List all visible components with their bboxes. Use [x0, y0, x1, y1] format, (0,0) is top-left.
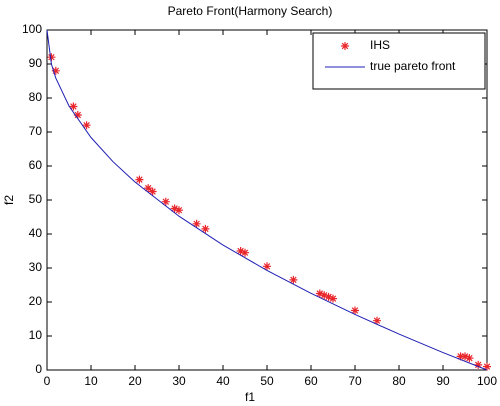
y-axis-label: f2 — [2, 195, 16, 205]
legend-marker — [341, 42, 349, 50]
x-tick-label: 60 — [304, 374, 318, 388]
legend-box — [312, 32, 486, 90]
scatter-point — [170, 204, 179, 213]
scatter-point — [465, 354, 474, 363]
y-tick-label: 60 — [29, 158, 43, 172]
scatter-point — [373, 316, 381, 325]
scatter-point — [324, 292, 333, 301]
scatter-point — [47, 53, 56, 62]
scatter-point — [461, 352, 469, 361]
scatter-point — [329, 294, 337, 303]
scatter-point — [148, 187, 157, 196]
y-tick-label: 40 — [29, 226, 43, 240]
x-tick-label: 10 — [84, 374, 98, 388]
x-tick-label: 100 — [477, 374, 497, 388]
scatter-point — [161, 197, 170, 206]
scatter-point — [201, 224, 210, 233]
y-tick-label: 90 — [29, 56, 43, 70]
scatter-point — [175, 206, 183, 215]
scatter-point — [241, 248, 249, 257]
x-tick-label: 50 — [260, 374, 274, 388]
chart-title: Pareto Front(Harmony Search) — [168, 4, 333, 18]
scatter-point — [315, 289, 324, 298]
y-tick-label: 20 — [29, 294, 43, 308]
scatter-point — [320, 291, 329, 300]
scatter-point — [456, 352, 465, 361]
series-line — [46, 29, 488, 371]
scatter-point — [73, 111, 82, 119]
y-tick-label: 0 — [35, 362, 42, 376]
legend-label: true pareto front — [370, 59, 456, 73]
scatter-point — [474, 360, 483, 369]
x-tick-label: 90 — [436, 374, 450, 388]
x-tick-label: 0 — [44, 374, 51, 388]
scatter-point — [51, 66, 60, 75]
scatter-point — [263, 262, 271, 271]
y-tick-label: 50 — [29, 192, 43, 206]
x-axis-label: f1 — [245, 390, 255, 404]
y-tick-label: 80 — [29, 90, 43, 104]
y-tick-label: 10 — [29, 328, 43, 342]
scatter-point — [82, 121, 91, 130]
x-tick-label: 70 — [348, 374, 362, 388]
y-tick-label: 30 — [29, 260, 43, 274]
y-tick-label: 100 — [22, 22, 42, 36]
x-tick-label: 80 — [392, 374, 406, 388]
y-tick-label: 70 — [29, 124, 43, 138]
x-tick-label: 20 — [128, 374, 142, 388]
x-tick-label: 30 — [172, 374, 186, 388]
scatter-point — [135, 175, 144, 184]
scatter-point — [144, 184, 153, 193]
scatter-point — [483, 362, 491, 371]
scatter-point — [236, 247, 245, 255]
legend-label: IHS — [370, 38, 390, 52]
scatter-point — [351, 306, 359, 315]
scatter-point — [289, 275, 298, 284]
scatter-point — [192, 219, 201, 228]
scatter-point — [69, 102, 78, 111]
x-tick-label: 40 — [216, 374, 230, 388]
